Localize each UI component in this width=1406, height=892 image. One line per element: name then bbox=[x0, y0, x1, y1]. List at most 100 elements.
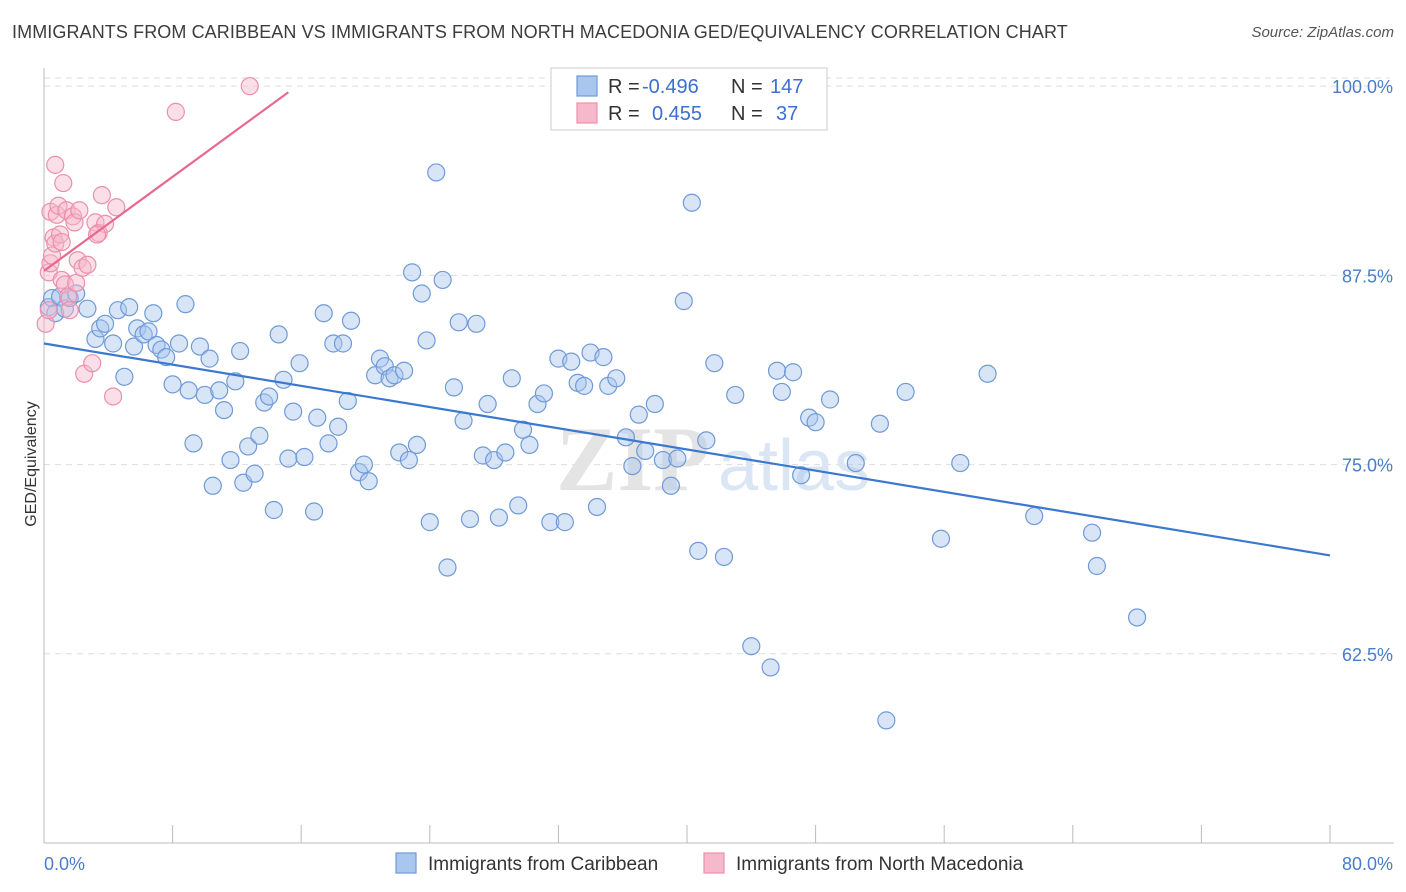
caribbean-point bbox=[846, 453, 865, 473]
caribbean-point bbox=[86, 329, 105, 349]
caribbean-point bbox=[226, 372, 245, 391]
legend-r-label-pink: R = bbox=[608, 103, 640, 125]
caribbean-point bbox=[438, 558, 457, 577]
caribbean-point bbox=[157, 348, 176, 367]
caribbean-point bbox=[555, 513, 574, 532]
legend-n-value-blue: 147 bbox=[770, 76, 803, 98]
caribbean-point bbox=[78, 299, 97, 318]
caribbean-point bbox=[877, 711, 896, 730]
caribbean-point bbox=[407, 435, 427, 455]
caribbean-point bbox=[304, 502, 324, 521]
north-macedonia-point bbox=[166, 102, 185, 121]
caribbean-point bbox=[214, 400, 234, 420]
caribbean-point bbox=[689, 541, 708, 560]
caribbean-point bbox=[870, 414, 890, 433]
x-tick-label: 0.0% bbox=[44, 854, 85, 874]
caribbean-point bbox=[587, 497, 607, 517]
caribbean-point bbox=[520, 435, 539, 455]
caribbean-point bbox=[449, 313, 468, 332]
caribbean-point bbox=[390, 443, 409, 462]
series-caribbean-points bbox=[39, 163, 1147, 730]
caribbean-point bbox=[250, 426, 269, 445]
y-axis-title: GED/Equivalency bbox=[23, 401, 40, 526]
caribbean-point bbox=[274, 370, 293, 389]
caribbean-point bbox=[607, 369, 626, 388]
caribbean-point bbox=[562, 352, 581, 371]
caribbean-point bbox=[417, 331, 436, 350]
caribbean-point bbox=[163, 375, 182, 394]
caribbean-point bbox=[726, 385, 745, 405]
legend-r-label-blue: R = bbox=[608, 76, 640, 98]
north-macedonia-point bbox=[240, 77, 259, 96]
trend-lines bbox=[43, 91, 1331, 557]
caribbean-point bbox=[184, 434, 203, 453]
north-macedonia-point bbox=[59, 287, 78, 306]
caribbean-point bbox=[176, 295, 195, 314]
caribbean-point bbox=[623, 456, 642, 476]
north-macedonia-point bbox=[60, 301, 79, 320]
legend-r-value-pink: 0.455 bbox=[652, 103, 702, 125]
caribbean-point bbox=[767, 361, 787, 380]
north-macedonia-point bbox=[67, 273, 86, 293]
north-macedonia-point bbox=[78, 255, 97, 274]
source-label: Source: ZipAtlas.com bbox=[1251, 24, 1394, 41]
caribbean-point bbox=[427, 163, 446, 182]
caribbean-point bbox=[1087, 556, 1107, 576]
caribbean-point bbox=[264, 500, 283, 520]
caribbean-point bbox=[478, 394, 497, 414]
caribbean-point bbox=[394, 361, 414, 380]
north-macedonia-point bbox=[65, 213, 84, 232]
caribbean-point bbox=[200, 349, 219, 368]
bottom-legend-label-blue: Immigrants from Caribbean bbox=[428, 854, 658, 875]
caribbean-point bbox=[329, 417, 348, 436]
north-macedonia-point bbox=[39, 301, 58, 320]
watermark-zip: ZIP bbox=[556, 408, 709, 510]
caribbean-point bbox=[534, 384, 554, 403]
caribbean-point bbox=[403, 263, 422, 282]
north-macedonia-point bbox=[46, 234, 65, 253]
caribbean-point bbox=[295, 447, 314, 467]
north-macedonia-point bbox=[41, 254, 60, 273]
caribbean-point bbox=[290, 354, 309, 373]
caribbean-point bbox=[221, 450, 240, 470]
caribbean-point bbox=[190, 337, 210, 356]
tick-labels: 62.5% 75.0% 87.5% 100.0% 0.0% 80.0% bbox=[44, 77, 1393, 874]
caribbean-point bbox=[333, 334, 353, 353]
caribbean-point bbox=[978, 364, 997, 383]
y-tick-label: 87.5% bbox=[1342, 266, 1393, 286]
caribbean-point bbox=[661, 476, 681, 495]
north-macedonia-point bbox=[47, 205, 66, 224]
caribbean-point bbox=[674, 292, 693, 311]
caribbean-point bbox=[1025, 506, 1044, 526]
caribbean-point bbox=[1127, 608, 1147, 627]
y-tick-label: 75.0% bbox=[1342, 456, 1393, 476]
axes bbox=[43, 68, 1394, 844]
caribbean-point bbox=[120, 298, 139, 317]
caribbean-point bbox=[705, 354, 724, 373]
north-macedonia-point bbox=[104, 387, 123, 406]
caribbean-point bbox=[179, 381, 198, 400]
north-macedonia-point bbox=[52, 232, 71, 252]
caribbean-point bbox=[820, 390, 840, 409]
caribbean-point bbox=[541, 513, 560, 532]
y-tick-label: 100.0% bbox=[1332, 77, 1393, 97]
caribbean-point bbox=[314, 304, 333, 323]
caribbean-point bbox=[420, 513, 439, 532]
caribbean-point bbox=[412, 284, 431, 303]
top-legend: R = -0.496 N = 147 R = 0.455 N = 37 bbox=[550, 67, 828, 131]
caribbean-point bbox=[308, 408, 327, 427]
caribbean-point bbox=[467, 314, 486, 333]
caribbean-point bbox=[195, 385, 214, 405]
caribbean-point bbox=[806, 413, 825, 432]
caribbean-point bbox=[124, 337, 144, 356]
legend-n-label-blue: N = bbox=[731, 76, 763, 98]
north-macedonia-point bbox=[92, 186, 111, 205]
caribbean-point bbox=[1082, 523, 1102, 542]
caribbean-point bbox=[380, 369, 399, 388]
y-tick-label: 62.5% bbox=[1342, 645, 1393, 665]
caribbean-point bbox=[761, 658, 780, 677]
caribbean-point bbox=[502, 369, 521, 388]
caribbean-point bbox=[528, 394, 547, 414]
caribbean-point bbox=[575, 376, 594, 395]
